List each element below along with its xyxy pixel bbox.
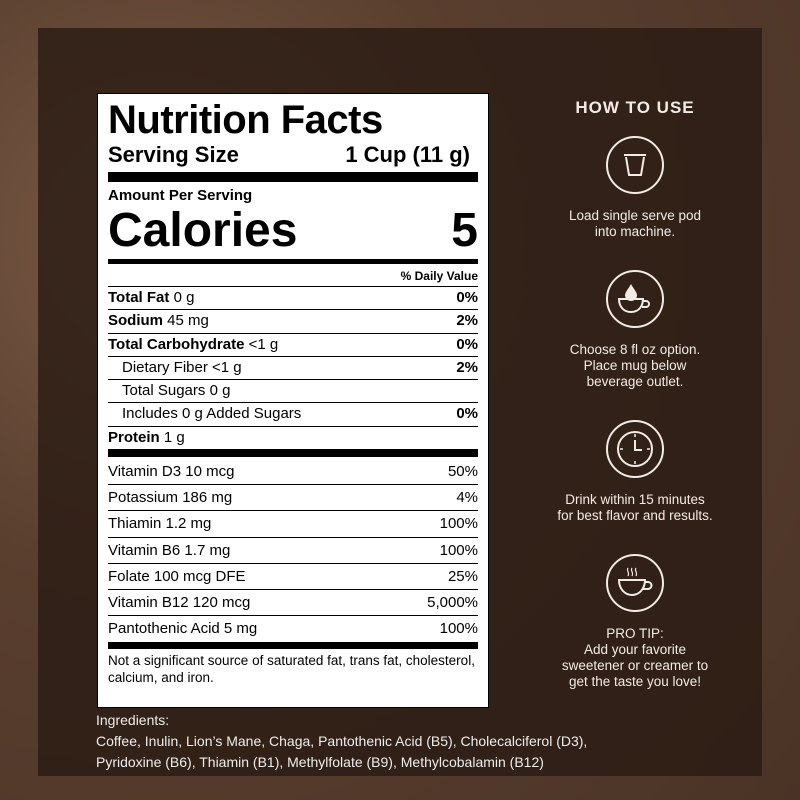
nutrition-facts-label: Nutrition Facts Serving Size 1 Cup (11 g)… (97, 93, 489, 708)
nutrient-row: Protein 1 g (108, 427, 478, 451)
nutrient-dv: 0% (456, 405, 478, 423)
nutrient-amount: 0 g (209, 382, 231, 400)
step-text: into machine. (594, 224, 676, 239)
vitamin-name: Folate 100 mcg DFE (108, 567, 246, 585)
how-to-step: Choose 8 fl oz option. Place mug below bev… (520, 270, 750, 390)
calories: Calories 5 (108, 205, 478, 257)
vitamin-dv: 50% (447, 463, 478, 481)
step-text: Load single serve pod (568, 208, 702, 223)
nutrient-amount: <1 g (248, 335, 279, 353)
step-text: Drink within 15 minutes (565, 492, 705, 507)
nutrient-name: Protein (108, 428, 160, 446)
step-text: Choose 8 fl oz option. (569, 342, 701, 357)
nutrient-dv: 2% (456, 312, 478, 330)
nutrient-dv: 0% (456, 335, 478, 353)
step-text: get the taste you love! (568, 674, 702, 689)
nutrient-label: Dietary Fiber <1 g (122, 357, 242, 379)
step-text: for best flavor and results. (557, 508, 713, 523)
amount-per-serving: Amount Per Serving (108, 187, 253, 204)
vitamin-dv: 100% (439, 515, 478, 533)
nutrient-row: Total Sugars 0 g (108, 380, 478, 404)
pod-icon (606, 136, 664, 194)
nutrient-row: Dietary Fiber <1 g 2% (108, 357, 478, 381)
footnote: Not a significant source of saturated fa… (108, 653, 475, 686)
vitamin-dv: 5,000% (427, 594, 478, 612)
nutrient-label: Protein 1 g (108, 427, 185, 449)
ingredients-line: Coffee, Inulin, Lion’s Mane, Chaga, Pant… (96, 733, 588, 749)
step-text: beverage outlet. (586, 374, 684, 389)
serving-value: 1 Cup (11 g) (345, 142, 470, 167)
vitamin-dv: 25% (447, 567, 478, 585)
vitamin-row: Vitamin B6 1.7 mg 100% (108, 538, 478, 564)
nutrient-label: Total Fat 0 g (108, 287, 194, 309)
divider (108, 172, 478, 182)
divider (108, 642, 478, 650)
nutrient-name: Total Carbohydrate (108, 335, 245, 353)
label-title: Nutrition Facts (108, 98, 383, 142)
dv-header: % Daily Value (108, 266, 478, 287)
nutrient-label: Sodium 45 mg (108, 310, 209, 332)
nutrient-name: Total Fat (108, 289, 170, 306)
nutrient-amount: <1 g (212, 358, 242, 376)
vitamin-name: Thiamin 1.2 mg (108, 515, 212, 533)
step-text: Add your favorite (583, 642, 687, 657)
nutrient-name: Sodium (108, 312, 163, 330)
ingredients-label: Ingredients: (96, 712, 170, 728)
how-to-use-title: HOW TO USE (575, 98, 695, 117)
nutrient-row: Sodium 45 mg 2% (108, 310, 478, 334)
step-text: PRO TIP: (606, 626, 664, 641)
nutrient-label: Includes 0 g Added Sugars (122, 403, 301, 425)
calories-label: Calories (108, 204, 298, 257)
vitamin-dv: 100% (439, 620, 478, 638)
vitamin-row: Potassium 186 mg 4% (108, 485, 478, 512)
vitamin-row: Folate 100 mcg DFE 25% (108, 564, 478, 591)
nutrient-name: Includes 0 g Added Sugars (122, 405, 302, 423)
nutrient-dv: 2% (456, 358, 478, 376)
serving-size: Serving Size 1 Cup (11 g) (108, 142, 478, 168)
vitamin-row: Vitamin B12 120 mcg 5,000% (108, 590, 478, 617)
nutrient-label: Total Sugars 0 g (122, 380, 230, 402)
vitamin-dv: 4% (456, 489, 478, 507)
nutrient-dv: 0% (456, 289, 478, 306)
vitamin-row: Vitamin D3 10 mcg 50% (108, 459, 478, 486)
serving-label: Serving Size (108, 142, 239, 167)
vitamin-name: Potassium 186 mg (108, 489, 233, 507)
ingredients: Ingredients: Coffee, Inulin, Lion’s Mane… (96, 710, 587, 773)
nutrient-amount: 0 g (173, 289, 195, 306)
vitamin-name: Pantothenic Acid 5 mg (108, 620, 258, 638)
vitamin-name: Vitamin B6 1.7 mg (108, 541, 231, 559)
nutrient-amount: 1 g (163, 428, 185, 446)
clock-icon (606, 420, 664, 478)
step-text: Place mug below (583, 358, 687, 373)
nutrient-name: Total Sugars (122, 382, 206, 400)
calories-value: 5 (451, 204, 478, 257)
nutrient-amount: 45 mg (167, 312, 209, 330)
divider (108, 450, 478, 458)
step-text: sweetener or creamer to (561, 658, 709, 673)
vitamin-row: Thiamin 1.2 mg 100% (108, 511, 478, 538)
hot-cup-icon (606, 554, 664, 612)
how-to-step: Load single serve pod into machine. (520, 136, 750, 240)
nutrient-label: Total Carbohydrate <1 g (108, 334, 278, 356)
nutrient-name: Dietary Fiber (122, 358, 208, 376)
mug-drop-icon (606, 270, 664, 328)
nutrient-row: Total Fat 0 g 0% (108, 287, 478, 311)
nutrient-row: Total Carbohydrate <1 g 0% (108, 334, 478, 357)
nutrient-row: Includes 0 g Added Sugars 0% (108, 403, 478, 427)
divider (108, 259, 478, 264)
how-to-use: HOW TO USE Load single serve pod into mac… (520, 98, 750, 720)
how-to-step: Drink within 15 minutes for best flavor a… (520, 420, 750, 524)
vitamin-row: Pantothenic Acid 5 mg 100% (108, 616, 478, 642)
ingredients-line: Pyridoxine (B6), Thiamin (B1), Methylfol… (96, 754, 544, 770)
vitamin-dv: 100% (439, 541, 478, 559)
how-to-step: PRO TIP: Add your favorite sweetener or cr… (520, 554, 750, 690)
vitamin-name: Vitamin B12 120 mcg (108, 594, 251, 612)
vitamin-name: Vitamin D3 10 mcg (108, 463, 235, 481)
